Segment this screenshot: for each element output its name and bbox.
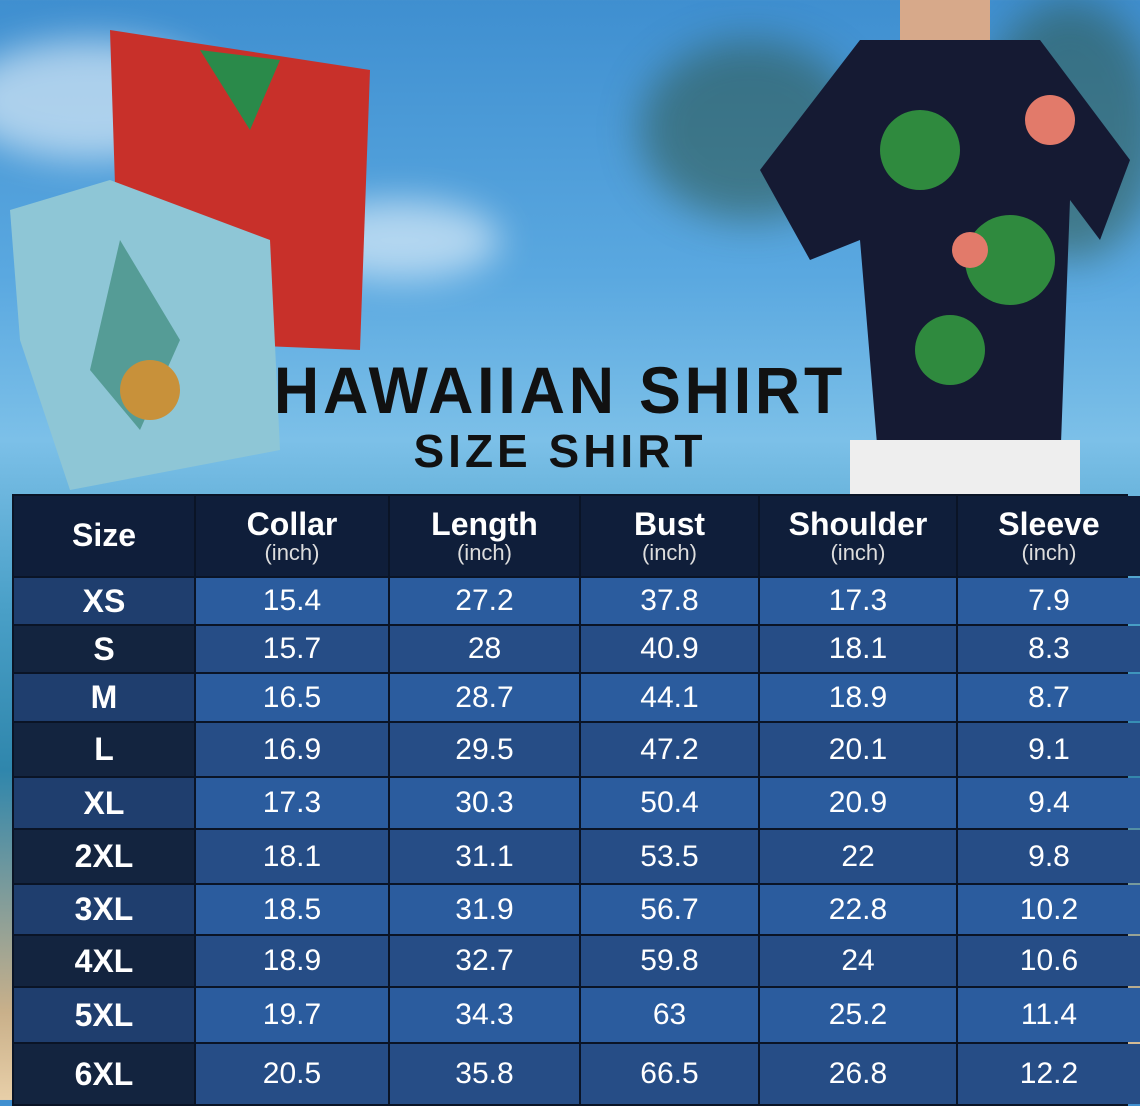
table-cell: 37.8 <box>581 578 758 624</box>
header-label: Sleeve <box>998 505 1100 542</box>
table-cell: 10.6 <box>958 936 1140 986</box>
table-cell: 18.5 <box>196 885 388 934</box>
size-label: 5XL <box>14 988 194 1042</box>
header-collar: Collar (inch) <box>196 496 388 576</box>
table-cell: 10.2 <box>958 885 1140 934</box>
table-cell: 18.1 <box>196 830 388 883</box>
table-cell: 9.4 <box>958 778 1140 828</box>
table-cell: 19.7 <box>196 988 388 1042</box>
header-unit: (inch) <box>456 540 512 566</box>
table-cell: 31.9 <box>390 885 579 934</box>
table-cell: 66.5 <box>581 1044 758 1104</box>
table-cell: 29.5 <box>390 723 579 776</box>
table-cell: 17.3 <box>760 578 956 624</box>
table-cell: 16.9 <box>196 723 388 776</box>
table-cell: 27.2 <box>390 578 579 624</box>
table-cell: 7.9 <box>958 578 1140 624</box>
table-cell: 50.4 <box>581 778 758 828</box>
size-label: M <box>14 674 194 721</box>
header-length: Length (inch) <box>390 496 579 576</box>
size-label: 2XL <box>14 830 194 883</box>
table-cell: 8.3 <box>958 626 1140 672</box>
size-table: Size Collar (inch) Length (inch) Bust (inch) Sh… <box>12 494 1140 1106</box>
table-cell: 56.7 <box>581 885 758 934</box>
page-subtitle: SIZE SHIRT <box>413 425 707 477</box>
size-label: 4XL <box>14 936 194 986</box>
size-label: S <box>14 626 194 672</box>
table-cell: 32.7 <box>390 936 579 986</box>
table-cell: 15.7 <box>196 626 388 672</box>
header-unit: (inch) <box>264 540 320 566</box>
table-cell: 20.5 <box>196 1044 388 1104</box>
model-shirt-image <box>760 0 1130 495</box>
table-cell: 12.2 <box>958 1044 1140 1104</box>
table-cell: 25.2 <box>760 988 956 1042</box>
table-cell: 18.9 <box>196 936 388 986</box>
table-cell: 17.3 <box>196 778 388 828</box>
table-cell: 44.1 <box>581 674 758 721</box>
table-cell: 40.9 <box>581 626 758 672</box>
table-cell: 59.8 <box>581 936 758 986</box>
table-cell: 34.3 <box>390 988 579 1042</box>
size-label: 6XL <box>14 1044 194 1104</box>
size-label: L <box>14 723 194 776</box>
header-label: Size <box>71 517 137 554</box>
header-unit: (inch) <box>1021 540 1077 566</box>
header-sleeve: Sleeve (inch) <box>958 496 1140 576</box>
header-label: Shoulder <box>788 505 928 542</box>
table-cell: 15.4 <box>196 578 388 624</box>
table-cell: 20.1 <box>760 723 956 776</box>
table-cell: 11.4 <box>958 988 1140 1042</box>
table-cell: 24 <box>760 936 956 986</box>
table-cell: 53.5 <box>581 830 758 883</box>
header-label: Length <box>431 505 538 542</box>
table-cell: 26.8 <box>760 1044 956 1104</box>
table-cell: 35.8 <box>390 1044 579 1104</box>
table-cell: 22 <box>760 830 956 883</box>
header-shoulder: Shoulder (inch) <box>760 496 956 576</box>
header-unit: (inch) <box>830 540 886 566</box>
page-title: HAWAIIAN SHIRT <box>273 353 847 427</box>
table-cell: 63 <box>581 988 758 1042</box>
table-cell: 30.3 <box>390 778 579 828</box>
table-cell: 22.8 <box>760 885 956 934</box>
size-label: XL <box>14 778 194 828</box>
header-size: Size <box>14 496 194 576</box>
table-cell: 18.1 <box>760 626 956 672</box>
table-cell: 9.1 <box>958 723 1140 776</box>
table-cell: 28 <box>390 626 579 672</box>
table-cell: 18.9 <box>760 674 956 721</box>
table-cell: 8.7 <box>958 674 1140 721</box>
table-cell: 47.2 <box>581 723 758 776</box>
header-bust: Bust (inch) <box>581 496 758 576</box>
size-label: XS <box>14 578 194 624</box>
header-label: Collar <box>246 505 338 542</box>
table-cell: 20.9 <box>760 778 956 828</box>
header-unit: (inch) <box>641 540 697 566</box>
folded-shirts-image <box>10 30 370 490</box>
table-cell: 9.8 <box>958 830 1140 883</box>
header-label: Bust <box>633 505 706 542</box>
table-cell: 28.7 <box>390 674 579 721</box>
table-cell: 16.5 <box>196 674 388 721</box>
size-label: 3XL <box>14 885 194 934</box>
table-cell: 31.1 <box>390 830 579 883</box>
